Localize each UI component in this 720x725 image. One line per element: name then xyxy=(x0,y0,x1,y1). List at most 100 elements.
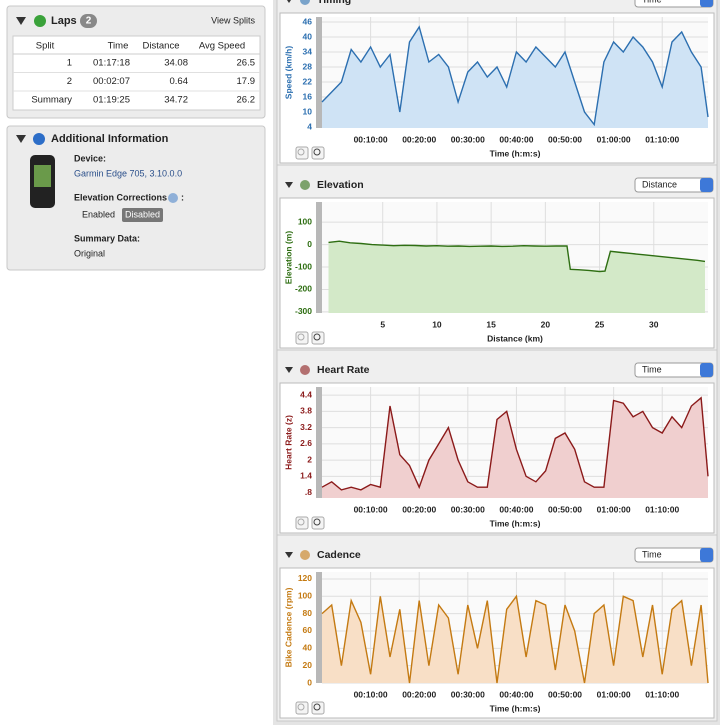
x-tick-label: 00:50:00 xyxy=(548,134,582,144)
chart-icon xyxy=(300,365,310,375)
y-axis-label: Speed (km/h) xyxy=(283,46,293,100)
y-tick-label: 4.4 xyxy=(300,389,312,399)
cell: 26.5 xyxy=(237,58,256,69)
selector-arrow xyxy=(700,363,713,377)
info-icon xyxy=(33,133,45,145)
cell: 0.64 xyxy=(170,76,189,87)
y-tick-label: 16 xyxy=(303,91,313,101)
data-line xyxy=(328,240,706,273)
chart-title: Heart Rate xyxy=(317,364,370,376)
cell: 01:17:18 xyxy=(93,58,130,69)
y-tick-label: .8 xyxy=(305,487,312,497)
collapse-toggle[interactable] xyxy=(16,17,26,25)
x-axis-label: Time (h:m:s) xyxy=(490,518,541,528)
x-tick-label: 30 xyxy=(649,319,659,329)
collapse-toggle[interactable] xyxy=(285,0,293,3)
y-tick-label: 60 xyxy=(303,625,313,635)
column-header: Time xyxy=(108,41,129,52)
cell: Summary xyxy=(31,95,72,106)
laps-count: 2 xyxy=(86,16,92,27)
y-tick-label: 2 xyxy=(307,454,312,464)
y-axis-bar xyxy=(316,17,322,128)
x-tick-label: 01:00:00 xyxy=(597,134,631,144)
summary-label: Summary Data: xyxy=(74,233,140,243)
y-axis-bar xyxy=(316,202,322,313)
y-axis-bar xyxy=(316,572,322,683)
selector-label: Time xyxy=(642,0,662,4)
data-line xyxy=(321,396,709,491)
y-tick-label: 46 xyxy=(303,16,313,26)
info-box xyxy=(6,125,266,271)
info-title: Additional Information xyxy=(51,133,169,145)
x-axis-label: Distance (km) xyxy=(487,333,543,343)
option-enabled[interactable]: Enabled xyxy=(82,209,115,219)
x-tick-label: 01:10:00 xyxy=(645,134,679,144)
y-tick-label: 40 xyxy=(303,643,313,653)
y-tick-label: 1.4 xyxy=(300,471,312,481)
x-tick-label: 00:10:00 xyxy=(354,504,388,514)
zoom-glyph xyxy=(313,703,321,711)
collapse-toggle[interactable] xyxy=(285,182,293,188)
selector[interactable] xyxy=(634,0,714,8)
x-tick-label: 01:10:00 xyxy=(645,689,679,699)
y-tick-label: 28 xyxy=(303,61,313,71)
summary-value: Original xyxy=(74,248,105,258)
zoom-glyph xyxy=(313,148,321,156)
chart-icon xyxy=(300,180,310,190)
x-tick-label: 10 xyxy=(432,319,442,329)
y-tick-label: 40 xyxy=(303,31,313,41)
chart-title: Timing xyxy=(317,0,351,6)
collapse-toggle[interactable] xyxy=(285,552,293,558)
x-tick-label: 01:00:00 xyxy=(597,504,631,514)
y-tick-label: 20 xyxy=(303,660,313,670)
device-name[interactable]: Garmin Edge 705, 3.10.0.0 xyxy=(74,168,182,178)
x-axis-label: Time (h:m:s) xyxy=(490,148,541,158)
x-tick-label: 01:00:00 xyxy=(597,689,631,699)
y-tick-label: -100 xyxy=(295,261,312,271)
option-disabled[interactable]: Disabled xyxy=(125,209,160,219)
x-tick-label: 00:10:00 xyxy=(354,689,388,699)
selector-arrow xyxy=(700,178,713,192)
zoom-glyph xyxy=(297,703,305,711)
data-line xyxy=(321,25,709,127)
x-tick-label: 20 xyxy=(541,319,551,329)
y-tick-label: 80 xyxy=(303,608,313,618)
selector-label: Time xyxy=(642,549,662,559)
chart-icon xyxy=(300,0,310,5)
x-tick-label: 15 xyxy=(486,319,496,329)
y-tick-label: -300 xyxy=(295,306,312,316)
help-icon[interactable] xyxy=(168,193,178,203)
column-header: Split xyxy=(36,41,55,52)
y-tick-label: 0 xyxy=(307,239,312,249)
y-tick-label: 100 xyxy=(298,591,312,601)
y-tick-label: 100 xyxy=(298,216,312,226)
y-axis-label: Heart Rate (z) xyxy=(283,415,293,470)
count-badge xyxy=(80,14,97,28)
column-header: Avg Speed xyxy=(199,41,245,52)
zoom-glyph xyxy=(297,333,305,341)
zoom-glyph xyxy=(297,148,305,156)
collapse-toggle[interactable] xyxy=(285,367,293,373)
cell: 00:02:07 xyxy=(93,76,130,87)
elevation-suffix: : xyxy=(181,192,184,202)
cell: 26.2 xyxy=(237,95,256,106)
x-tick-label: 25 xyxy=(595,319,605,329)
laps-title: Laps xyxy=(51,15,77,27)
area-fill xyxy=(322,27,708,128)
collapse-toggle[interactable] xyxy=(16,135,26,143)
option-selected-bg xyxy=(122,208,163,222)
zoom-glyph xyxy=(297,518,305,526)
view-splits-link[interactable]: View Splits xyxy=(211,15,255,25)
cell: 1 xyxy=(67,58,72,69)
y-tick-label: 3.2 xyxy=(300,422,312,432)
y-axis-label: Elevation (m) xyxy=(283,231,293,285)
selector-label: Time xyxy=(642,364,662,374)
x-tick-label: 00:20:00 xyxy=(402,504,436,514)
cell: 01:19:25 xyxy=(93,95,130,106)
y-tick-label: 2.6 xyxy=(300,438,312,448)
x-tick-label: 00:40:00 xyxy=(499,504,533,514)
device-screen xyxy=(34,165,51,187)
cell: 17.9 xyxy=(237,76,256,87)
